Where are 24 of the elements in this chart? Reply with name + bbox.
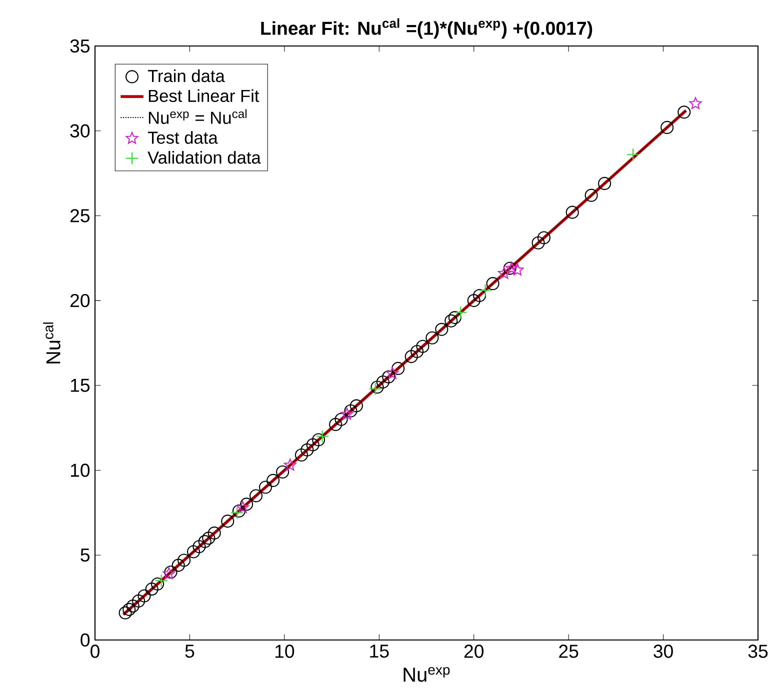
y-tick-label: 0 bbox=[80, 633, 90, 647]
x-tick-label: 35 bbox=[748, 644, 768, 658]
x-tick-label: 30 bbox=[654, 644, 673, 658]
y-tick-label: 20 bbox=[70, 294, 90, 308]
x-tick-label: 5 bbox=[185, 644, 194, 658]
x-tick-label: 25 bbox=[559, 644, 578, 658]
x-axis-title: Nu$^{exp}$ bbox=[404, 667, 450, 682]
x-tick-label: 0 bbox=[90, 644, 100, 658]
y-tick-label: 35 bbox=[70, 39, 90, 53]
legend-label: Best Linear Fit bbox=[148, 89, 260, 102]
y-tick-label: 30 bbox=[70, 124, 90, 138]
chart-title: Linear Fit: Nu$^{cal}$ =(1)*(Nu$^{exp}$) +(0.0017) bbox=[261, 18, 592, 39]
x-tick-label: 20 bbox=[464, 644, 484, 658]
legend-label: Nu$^{exp}$ = Nu$^{cal}$ bbox=[148, 109, 247, 124]
y-axis-title: Nu$^{cal}$ bbox=[43, 322, 60, 364]
legend-label: Test data bbox=[148, 131, 218, 144]
x-tick-label: 10 bbox=[275, 644, 294, 658]
y-tick-label: 10 bbox=[70, 464, 90, 477]
y-tick-label: 5 bbox=[80, 548, 90, 562]
y-tick-label: 25 bbox=[70, 209, 90, 222]
legend-label: Train data bbox=[148, 69, 225, 82]
y-tick-label: 15 bbox=[70, 378, 90, 392]
legend-label: Validation data bbox=[148, 151, 261, 164]
x-tick-label: 15 bbox=[370, 644, 389, 658]
